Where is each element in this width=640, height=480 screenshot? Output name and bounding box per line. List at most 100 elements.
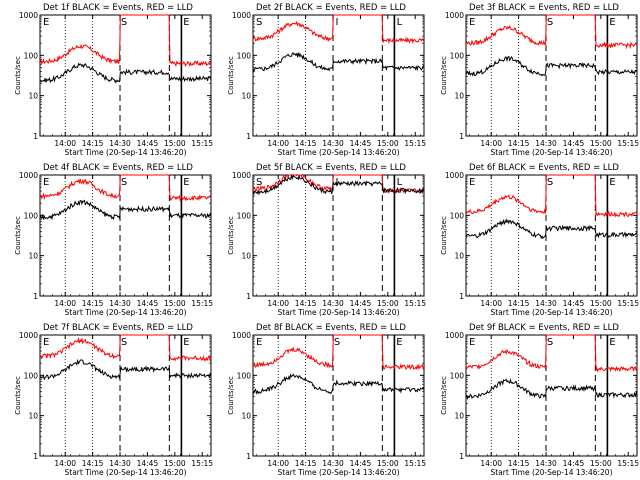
marker-label: S [547,177,553,188]
x-tick-label: 14:30 [322,299,344,308]
panel-title: Det 3f BLACK = Events, RED = LLD [469,3,619,13]
x-tick-label: 14:15 [295,139,317,148]
panel-title: Det 5f BLACK = Events, RED = LLD [256,163,406,173]
y-tick-label: 1 [459,452,464,461]
plot-frame [39,174,212,297]
y-tick-label: 100 [24,51,39,60]
x-tick-label: 15:15 [404,139,426,148]
x-tick-label: 14:15 [295,299,317,308]
x-tick-label: 15:00 [377,139,399,148]
detector-panel-9: Det 9f BLACK = Events, RED = LLD Counts/s… [440,323,639,477]
y-axis-label: Counts/sec [227,376,235,415]
y-tick-label: 10 [28,412,38,421]
marker-label: E [609,177,615,188]
marker-label: E [183,337,189,348]
detector-panel-2: Det 2f BLACK = Events, RED = LLD Counts/s… [227,3,426,157]
panel-title: Det 8f BLACK = Events, RED = LLD [256,323,406,333]
y-axis-label: Counts/sec [14,56,22,95]
y-tick-label: 1000 [445,171,464,180]
y-tick-label: 100 [237,371,252,380]
y-tick-label: 1000 [19,331,38,340]
x-tick-label: 14:30 [109,459,131,468]
x-tick-label: 15:00 [590,139,612,148]
y-tick-label: 1000 [232,11,251,20]
events-series-line [465,218,637,240]
x-tick-label: 15:15 [617,459,639,468]
panel-title: Det 9f BLACK = Events, RED = LLD [469,323,619,333]
panel-title: Det 6f BLACK = Events, RED = LLD [469,163,619,173]
lld-series-line [252,334,425,371]
marker-label: L [397,177,403,188]
plot-frame [39,334,212,457]
x-axis-label: Start Time (20-Sep-14 13:46:20) [65,468,187,477]
x-axis-label: Start Time (20-Sep-14 13:46:20) [491,468,613,477]
y-tick-label: 1 [33,132,38,141]
x-tick-label: 14:15 [295,459,317,468]
x-tick-label: 14:00 [54,299,76,308]
y-tick-label: 100 [237,211,252,220]
x-axis-label: Start Time (20-Sep-14 13:46:20) [278,148,400,157]
x-tick-label: 14:30 [322,139,344,148]
x-tick-label: 15:15 [191,139,213,148]
x-tick-label: 15:15 [191,299,213,308]
plot-frame [252,14,425,137]
lld-series-line [39,174,212,202]
x-tick-label: 14:15 [82,299,104,308]
y-axis-label: Counts/sec [227,56,235,95]
plot-frame [39,14,212,137]
x-tick-label: 14:45 [350,459,372,468]
y-tick-label: 1 [246,292,251,301]
detector-panel-8: Det 8f BLACK = Events, RED = LLD Counts/s… [227,323,426,477]
marker-label: E [183,177,189,188]
marker-label: S [121,17,127,28]
x-tick-label: 14:00 [480,459,502,468]
x-tick-label: 14:15 [508,459,530,468]
y-tick-label: 100 [24,371,39,380]
x-tick-label: 14:30 [535,299,557,308]
x-tick-label: 15:15 [404,459,426,468]
marker-label: E [43,337,49,348]
marker-label: I [336,17,339,28]
x-tick-label: 14:30 [535,139,557,148]
marker-label: E [609,17,615,28]
marker-label: E [609,337,615,348]
x-tick-label: 14:45 [563,459,585,468]
x-axis-label: Start Time (20-Sep-14 13:46:20) [65,148,187,157]
y-tick-label: 100 [450,51,465,60]
marker-label: S [547,337,553,348]
lld-series-line [252,14,425,45]
x-tick-label: 15:00 [590,459,612,468]
y-tick-label: 1 [246,452,251,461]
plot-frame [252,174,425,297]
x-axis-label: Start Time (20-Sep-14 13:46:20) [278,468,400,477]
marker-label: E [43,177,49,188]
x-axis-label: Start Time (20-Sep-14 13:46:20) [491,308,613,317]
x-axis-label: Start Time (20-Sep-14 13:46:20) [65,308,187,317]
detector-panel-6: Det 6f BLACK = Events, RED = LLD Counts/s… [440,163,639,317]
lld-series-line [39,334,212,362]
events-series-line [252,373,425,395]
y-tick-label: 10 [454,412,464,421]
x-axis-label: Start Time (20-Sep-14 13:46:20) [278,308,400,317]
events-series-line [252,173,425,196]
y-tick-label: 10 [454,92,464,101]
x-tick-label: 14:45 [350,139,372,148]
y-tick-label: 1 [459,292,464,301]
y-axis-label: Counts/sec [14,376,22,415]
y-axis-label: Counts/sec [14,216,22,255]
x-tick-label: 15:00 [377,459,399,468]
panel-title: Det 4f BLACK = Events, RED = LLD [43,163,193,173]
y-tick-label: 1000 [19,11,38,20]
marker-label: E [43,17,49,28]
events-series-line [252,52,425,73]
x-tick-label: 14:45 [137,139,159,148]
x-tick-label: 14:00 [480,139,502,148]
y-tick-label: 10 [28,252,38,261]
y-tick-label: 10 [241,92,251,101]
x-tick-label: 14:30 [322,459,344,468]
x-tick-label: 14:45 [137,459,159,468]
detector-panel-5: Det 5f BLACK = Events, RED = LLD Counts/s… [227,163,426,317]
x-tick-label: 14:30 [109,139,131,148]
y-tick-label: 10 [241,412,251,421]
